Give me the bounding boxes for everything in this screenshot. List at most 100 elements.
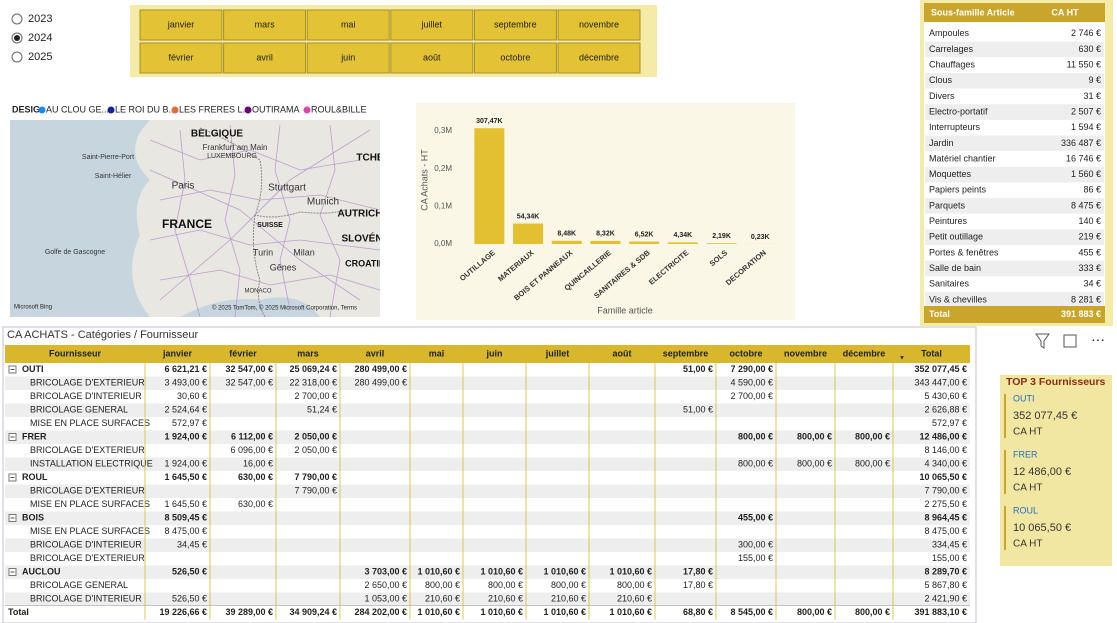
- matrix-row-label: OUTI: [22, 364, 44, 374]
- month-label[interactable]: novembre: [579, 19, 619, 29]
- subfamily-name: Chauffages: [929, 60, 975, 70]
- matrix-header[interactable]: novembre: [784, 348, 827, 358]
- month-label[interactable]: mars: [255, 19, 275, 29]
- matrix-cell: 352 077,45 €: [914, 364, 967, 374]
- month-label[interactable]: juin: [340, 52, 355, 62]
- radio-button[interactable]: [12, 52, 22, 62]
- matrix-cell: 3 493,00 €: [164, 378, 207, 388]
- matrix-row-label: BRICOLAGE D'INTERIEUR: [30, 594, 142, 604]
- matrix-header[interactable]: Fournisseur: [49, 348, 102, 358]
- matrix-cell: 17,80 €: [683, 580, 713, 590]
- matrix-header[interactable]: mai: [429, 348, 445, 358]
- map-place-label: FRANCE: [162, 217, 212, 231]
- data-label: 2,19K: [712, 233, 731, 240]
- matrix-cell: 800,00 €: [425, 580, 460, 590]
- subfamily-name: Petit outillage: [929, 232, 983, 242]
- more-options-icon[interactable]: ⋯: [1091, 332, 1105, 348]
- matrix-cell: 16,00 €: [243, 459, 273, 469]
- matrix-row-bg: [5, 512, 970, 526]
- matrix-cell: 8 475,00 €: [164, 526, 207, 536]
- matrix-row-bg: [5, 471, 970, 485]
- subfamily-value: 8 281 €: [1071, 294, 1101, 304]
- bar: [707, 243, 737, 244]
- year-option[interactable]: 2024: [28, 32, 52, 44]
- year-option[interactable]: 2025: [28, 51, 52, 63]
- matrix-header[interactable]: septembre: [663, 348, 709, 358]
- matrix-cell: 10 065,50 €: [919, 472, 967, 482]
- matrix-cell: 2 421,90 €: [924, 594, 967, 604]
- month-label[interactable]: décembre: [579, 52, 619, 62]
- matrix-cell: 32 547,00 €: [225, 364, 273, 374]
- matrix-cell: 1 010,60 €: [609, 607, 652, 617]
- matrix-cell: 8 475,00 €: [924, 526, 967, 536]
- matrix-cell: 800,00 €: [738, 432, 773, 442]
- month-label[interactable]: octobre: [500, 52, 530, 62]
- matrix-cell: 32 547,00 €: [225, 378, 273, 388]
- matrix-cell: 280 499,00 €: [354, 378, 407, 388]
- bar: [474, 128, 504, 244]
- legend-label: LES FRERES L...: [179, 104, 250, 114]
- matrix-cell: 2 050,00 €: [294, 432, 337, 442]
- month-label[interactable]: avril: [256, 52, 273, 62]
- legend-dot: [39, 107, 46, 114]
- matrix-cell: 1 010,60 €: [480, 567, 523, 577]
- map-place-label: TCHE: [356, 153, 384, 164]
- y-axis-label: CA Achats - HT: [419, 149, 429, 211]
- year-option[interactable]: 2023: [28, 13, 52, 25]
- filter-icon[interactable]: [1036, 334, 1049, 348]
- subfamily-name: Portes & fenêtres: [929, 247, 999, 257]
- matrix-header[interactable]: juin: [486, 348, 503, 358]
- matrix-cell: 1 924,00 €: [164, 432, 207, 442]
- matrix-header[interactable]: avril: [366, 348, 385, 358]
- matrix-header[interactable]: Total: [921, 348, 942, 358]
- matrix-header[interactable]: mars: [297, 348, 319, 358]
- matrix-header[interactable]: janvier: [162, 348, 193, 358]
- focus-mode-icon[interactable]: [1064, 335, 1076, 347]
- top3-title: TOP 3 Fournisseurs: [1006, 376, 1106, 388]
- map-legend-title: DESIG: [12, 104, 40, 114]
- matrix-cell: 51,24 €: [307, 405, 337, 415]
- top3-accent: [1004, 394, 1006, 438]
- y-tick-label: 0,1M: [434, 201, 452, 210]
- matrix-cell: 1 053,00 €: [364, 594, 407, 604]
- subfamily-name: Interrupteurs: [929, 122, 981, 132]
- radio-button[interactable]: [12, 14, 22, 24]
- map-provider: Microsoft Bing: [14, 305, 52, 311]
- matrix-cell: 7 790,00 €: [924, 486, 967, 496]
- matrix-row-bg: [5, 363, 970, 377]
- matrix-cell: 800,00 €: [551, 580, 586, 590]
- matrix-row-label: FRER: [22, 432, 47, 442]
- matrix-header[interactable]: octobre: [729, 348, 762, 358]
- top3-name: FRER: [1013, 449, 1038, 459]
- month-label[interactable]: septembre: [494, 19, 537, 29]
- map-place-label: LUXEMBOURG: [207, 153, 257, 160]
- matrix-cell: 2 650,00 €: [364, 580, 407, 590]
- matrix-header[interactable]: décembre: [843, 348, 886, 358]
- data-label: 8,32K: [596, 231, 615, 238]
- month-label[interactable]: mai: [341, 19, 356, 29]
- data-label: 4,34K: [674, 232, 693, 239]
- month-label[interactable]: juillet: [421, 19, 443, 29]
- map-place-label: Frankfurt am Main: [203, 143, 268, 152]
- matrix-cell: 7 790,00 €: [294, 486, 337, 496]
- data-label: 54,34K: [517, 213, 540, 220]
- month-label[interactable]: janvier: [167, 19, 195, 29]
- matrix-header[interactable]: juillet: [545, 348, 570, 358]
- map-place-label: BELGIQUE: [191, 129, 244, 140]
- data-label: 307,47K: [476, 118, 502, 125]
- matrix-header[interactable]: février: [229, 348, 257, 358]
- subfamily-value: 336 487 €: [1061, 138, 1101, 148]
- matrix-cell: 284 202,00 €: [354, 607, 407, 617]
- matrix-row-label: BRICOLAGE GENERAL: [30, 405, 128, 415]
- matrix-header[interactable]: août: [613, 348, 632, 358]
- subfamily-value: 31 €: [1083, 91, 1101, 101]
- matrix-row-label: Total: [8, 607, 29, 617]
- top3-value: 12 486,00 €: [1013, 466, 1071, 478]
- y-tick-label: 0,2M: [434, 164, 452, 173]
- month-label[interactable]: août: [423, 52, 441, 62]
- month-label[interactable]: février: [168, 52, 193, 62]
- matrix-cell: 210,60 €: [488, 594, 523, 604]
- matrix-cell: 4 340,00 €: [924, 459, 967, 469]
- map-place-label: MONACO: [245, 289, 272, 295]
- subfamily-value: 333 €: [1078, 263, 1101, 273]
